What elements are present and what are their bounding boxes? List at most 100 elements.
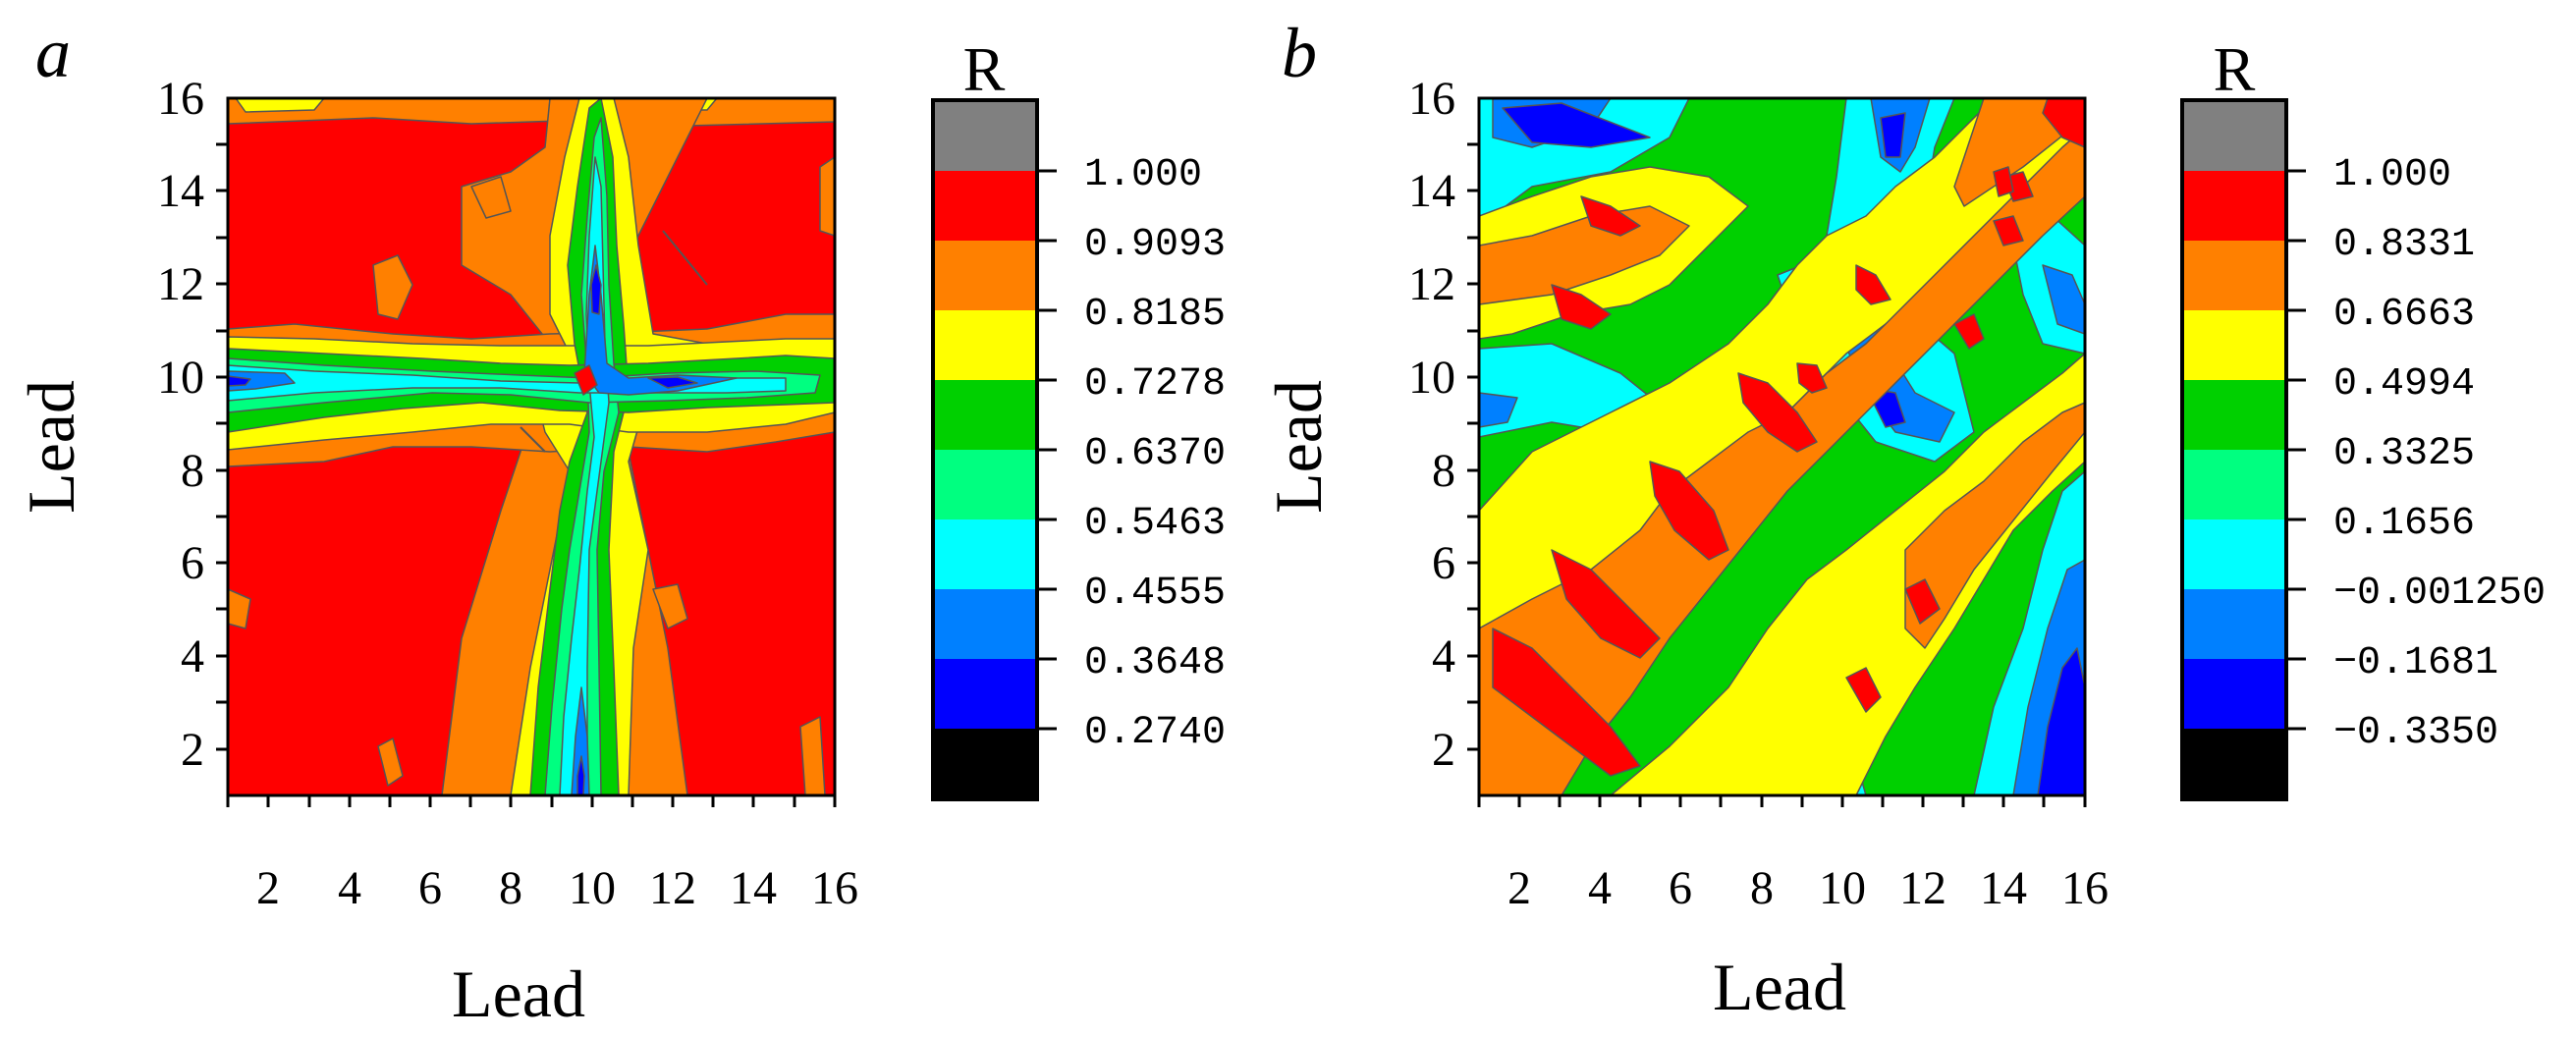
b-xtick-4: 4 [1588,862,1612,914]
b-cb-level-4: 0.3325 [2333,432,2475,476]
b-ytick-16: 16 [1408,73,1455,125]
red-4 [1737,372,1818,453]
panel-b-contour-field [1479,98,2085,795]
a-ytick-8: 8 [181,445,204,497]
top-yellow-a [235,98,325,113]
b-xtick-12: 12 [1899,862,1946,914]
orange-band-2 [1479,205,1690,305]
a-cb-level-2: 0.8185 [1084,293,1226,337]
b-cb-swatch-8 [2182,659,2286,729]
panel-b-colorbar: R 1.000 0.8331 0.6663 0.4994 0.3325 0.16… [2180,34,2546,801]
a-ytick-2: 2 [181,724,204,776]
panel-b-label: b [1282,14,1317,92]
cool-left-blue [1479,392,1518,428]
b-xtick-16: 16 [2061,862,2109,914]
a-cb-swatch-7 [933,589,1037,659]
a-cb-level-8: 0.2740 [1084,711,1226,755]
b-xtick-14: 14 [1980,862,2027,914]
a-cb-swatch-3 [933,310,1037,380]
b-cb-level-3: 0.4994 [2333,362,2475,407]
panel-b-y-label: Lead [1261,380,1336,514]
b-ytick-4: 4 [1432,630,1455,683]
a-cb-level-1: 0.9093 [1084,223,1226,267]
b-xtick-2: 2 [1507,862,1531,914]
b-cb-swatch-3 [2182,310,2286,380]
a-ytick-10: 10 [157,352,204,404]
panel-a-x-tick-labels: 2 4 6 8 10 12 14 16 [256,862,858,914]
orange-band-3 [1904,402,2085,649]
b-xtick-8: 8 [1750,862,1774,914]
b-cb-level-0: 1.000 [2333,153,2451,197]
red-3 [1649,461,1729,561]
a-ytick-6: 6 [181,537,204,589]
a-ytick-4: 4 [181,630,204,683]
b-cb-swatch-5 [2182,450,2286,519]
a-xtick-6: 6 [418,862,442,914]
b-ytick-6: 6 [1432,537,1455,589]
panel-b-x-label: Lead [1713,950,1846,1024]
b-cb-level-1: 0.8331 [2333,223,2475,267]
vert-blue [228,245,738,795]
b-ytick-2: 2 [1432,724,1455,776]
panel-b-plot-frame [1477,96,2087,797]
a-cb-swatch-2 [933,241,1037,310]
a-cb-swatch-0 [933,100,1037,171]
b-cb-level-8: −0.3350 [2333,711,2498,755]
vert-darkblue [228,264,698,795]
red-10 [1993,215,2024,246]
blob-orange-1 [372,254,413,320]
a-cb-level-3: 0.7278 [1084,362,1226,407]
a-xtick-10: 10 [569,862,616,914]
panel-b-x-ticks [1477,795,2087,807]
blob-orange-4 [652,583,688,629]
b-ytick-14: 14 [1408,165,1455,217]
a-cb-swatch-8 [933,659,1037,729]
panel-a: a [14,14,1226,1031]
blob-orange-5 [819,156,835,237]
blob-orange-2 [470,176,512,219]
panel-a-y-tick-labels: 2 4 6 8 10 12 14 16 [157,73,204,776]
red-13 [1845,667,1882,713]
red-14 [1904,578,1941,625]
blob-orange-3 [228,588,251,629]
a-xtick-4: 4 [338,862,361,914]
a-cb-ticks [1037,169,1057,731]
a-xtick-12: 12 [649,862,696,914]
blob-orange-6 [377,738,404,787]
a-cb-level-5: 0.5463 [1084,502,1226,546]
a-xtick-8: 8 [499,862,522,914]
a-ytick-12: 12 [157,258,204,310]
b-cb-ticks [2286,169,2306,731]
a-xtick-2: 2 [256,862,280,914]
red-2 [1551,549,1661,659]
a-colorbar-title: R [963,34,1006,104]
panel-a-contour-field [228,98,835,795]
yellow-band-3 [1610,353,2085,795]
a-ytick-16: 16 [157,73,204,125]
b-cb-swatch-0 [2182,100,2286,171]
b-ytick-10: 10 [1408,352,1455,404]
b-ytick-8: 8 [1432,445,1455,497]
b-cb-swatch-9 [2182,729,2286,799]
panel-a-colorbar: R 1.000 0.9093 0.8185 0.7278 0.6370 0.54… [931,34,1226,801]
panel-b-y-tick-labels: 2 4 6 8 10 12 14 16 [1408,73,1455,776]
b-cb-swatch-1 [2182,171,2286,241]
panel-a-plot-frame [226,96,837,797]
red-1 [1492,628,1641,777]
cool-right-dblue [2037,647,2085,795]
red-15 [1993,166,2014,197]
a-xtick-16: 16 [811,862,858,914]
a-cb-level-7: 0.3648 [1084,641,1226,685]
red-12 [2042,98,2085,148]
a-cb-swatch-9 [933,729,1037,799]
panel-b-x-tick-labels: 2 4 6 8 10 12 14 16 [1507,862,2109,914]
red-5 [1551,284,1612,330]
panel-a-x-label: Lead [452,956,585,1031]
a-cb-swatch-1 [933,171,1037,241]
b-cb-level-5: 0.1656 [2333,502,2475,546]
a-cb-swatch-6 [933,519,1037,589]
b-cb-swatch-2 [2182,241,2286,310]
panel-b: b [1261,14,2546,1024]
red-dot-center [574,364,598,396]
b-cb-swatch-7 [2182,589,2286,659]
